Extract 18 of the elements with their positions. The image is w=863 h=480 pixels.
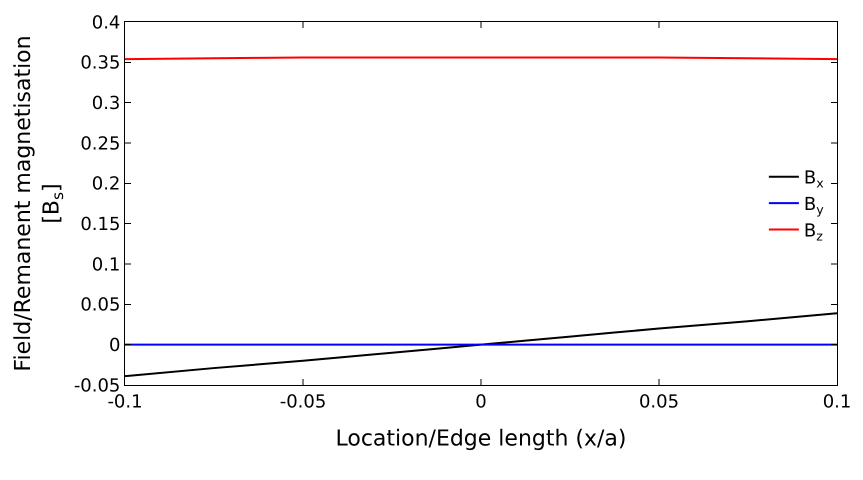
x-axis-title: Location/Edge length (x/a) (335, 426, 627, 452)
y-tick-label: 0.4 (92, 12, 120, 34)
x-tick-label: 0 (475, 392, 487, 413)
legend-label: B$_{x}$ (804, 168, 824, 190)
y-tick-label: 0 (108, 334, 120, 356)
legend-label: B$_{y}$ (804, 194, 824, 217)
x-tick-label: 0.1 (822, 392, 852, 413)
y-tick-label: 0.05 (80, 294, 120, 316)
y-tick-label: 0.35 (80, 52, 120, 74)
y-tick-label: 0.25 (80, 133, 120, 154)
y-tick-label: 0.1 (92, 254, 120, 276)
y-tick-label: 0.3 (92, 92, 120, 114)
y-tick-label: 0.15 (80, 214, 120, 235)
x-tick-label: -0.1 (107, 392, 143, 413)
x-tick-label: -0.05 (280, 392, 326, 413)
legend-label: B$_{z}$ (804, 220, 824, 244)
x-tick-label: 0.05 (638, 392, 680, 413)
y-tick-label: 0.2 (92, 174, 120, 195)
